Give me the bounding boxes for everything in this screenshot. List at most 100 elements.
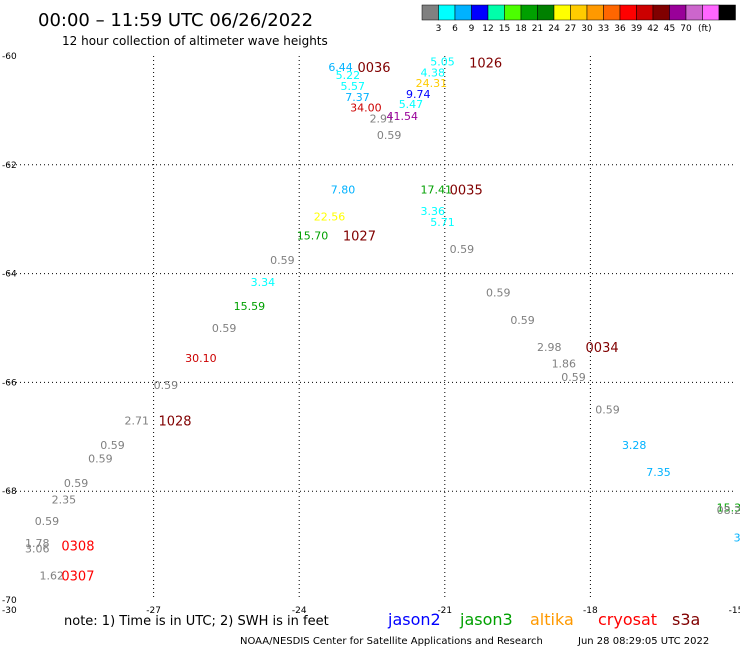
wave-height-label: 4.38 [421,66,446,79]
pass-time-label: 0035 [450,183,483,198]
y-tick-label: -70 [2,596,17,606]
color-swatch [553,4,571,21]
pass-time-label: 1028 [158,414,191,429]
color-scale-label: 18 [515,24,527,34]
color-scale-label: 6 [452,24,458,34]
legend-item-altika: altika [530,610,574,629]
wave-height-label: 08.27 [717,504,740,517]
color-scale-label: 33 [598,24,609,34]
wave-height-label: 1.62 [40,570,64,583]
footer-note: note: 1) Time is in UTC; 2) SWH is in fe… [64,614,329,629]
wave-height-label: 2.91 [370,113,395,126]
y-tick-label: -64 [2,270,17,280]
pass-time-label: 0307 [61,570,94,585]
wave-height-label: 2.71 [124,414,149,427]
pass-time-label: 0308 [61,540,94,555]
color-swatch [669,4,687,21]
wave-height-label: 2.98 [537,341,562,354]
wave-height-label: 5.05 [430,55,455,68]
color-swatch [570,4,588,21]
wave-height-label: 0.59 [212,322,237,335]
y-tick-label: -68 [2,487,17,497]
color-swatch [718,4,736,21]
y-tick-label: -60 [2,52,17,62]
color-swatch [504,4,522,21]
pass-time-label: 1026 [469,57,502,72]
wave-height-label: 0.59 [88,453,113,466]
color-scale-label: 45 [664,24,675,34]
wave-height-label: 7.80 [331,183,356,196]
wave-height-label: 3.11 [734,531,740,544]
color-scale-unit: (ft) [698,24,712,34]
legend-item-jason3: jason3 [459,610,513,629]
wave-height-label: 41.54 [387,110,419,123]
color-swatch [652,4,670,21]
wave-height-label: 15.59 [234,300,266,313]
wave-height-label: 0.59 [561,371,586,384]
legend-item-cryosat: cryosat [598,610,657,629]
wave-height-label: 3.34 [251,276,276,289]
wave-height-label: 0.59 [486,287,511,300]
wave-height-label: 3.36 [421,205,446,218]
wave-height-label: 1.78 [25,537,49,550]
color-swatch [487,4,505,21]
color-swatch [421,4,439,21]
color-scale-bar: 3 6 9 12 15 18 21 24 27 30 33 36 39 42 45 70 (ft) [421,4,736,34]
wave-height-label: 0.59 [270,254,295,267]
plot-area: -27 -24 -21 -18 -15 -30 -60 -62 -64 -66 -68 -70 6.44… [2,52,740,616]
wave-height-label: 24.31 [416,77,448,90]
color-scale-label: 36 [614,24,626,34]
y-tick-label: -62 [2,161,17,171]
wave-height-label: 15.36 [717,502,740,515]
x-tick-label: -27 [146,606,161,616]
color-scale-label: 24 [548,24,560,34]
wave-height-label: 0.59 [510,314,535,327]
wave-height-label: 3.06 [25,542,49,555]
wave-height-label: 3.28 [622,439,647,452]
satellite-legend: jason2 jason3 altika cryosat s3a [387,610,700,629]
wave-height-label: 0.59 [100,439,125,452]
wave-height-label: 0.59 [35,515,60,528]
legend-item-s3a: s3a [672,610,700,629]
x-tick-label: -21 [437,606,452,616]
color-swatch [471,4,489,21]
color-swatch [619,4,637,21]
wave-height-label: 2.35 [52,493,77,506]
footer-credit: NOAA/NESDIS Center for Satellite Applica… [240,636,543,647]
wave-height-label: 5.22 [336,69,361,82]
x-axis-start-label: -30 [2,606,17,616]
wave-height-label: 6.44 [328,61,353,74]
pass-time-label: 1027 [343,230,376,245]
x-tick-label: -18 [583,606,598,616]
wave-height-label: 0.59 [450,243,475,256]
color-swatch [520,4,538,21]
wave-height-label: 9.74 [406,88,431,101]
footer-timestamp: Jun 28 08:29:05 UTC 2022 [577,636,709,647]
wave-height-label: 7.35 [646,466,671,479]
color-scale-label: 27 [565,24,576,34]
wave-height-label: 0.59 [154,379,179,392]
wave-height-label: 30.10 [185,352,217,365]
wave-height-label: 0.59 [377,129,402,142]
wave-height-label: 34.00 [350,102,382,115]
wave-height-label: 17.41 [421,183,453,196]
wave-height-label: 0.59 [64,477,89,490]
color-swatch [702,4,720,21]
wave-height-label: 7.37 [345,91,370,104]
color-scale-label: 39 [631,24,643,34]
color-scale-label: 3 [436,24,442,34]
color-scale-label: 70 [680,24,692,34]
color-scale-label: 21 [532,24,543,34]
pass-time-label: 0034 [586,341,619,356]
chart-subtitle: 12 hour collection of altimeter wave hei… [62,34,328,48]
pass-time-label: 0036 [357,61,390,76]
wave-height-label: 0.59 [595,404,620,417]
legend-item-jason2: jason2 [387,610,441,629]
color-swatch [454,4,472,21]
color-swatch [685,4,703,21]
wave-height-label: 15.70 [297,230,329,243]
chart-title: 00:00 – 11:59 UTC 06/26/2022 [38,10,313,31]
color-swatch [537,4,555,21]
color-swatch [438,4,456,21]
